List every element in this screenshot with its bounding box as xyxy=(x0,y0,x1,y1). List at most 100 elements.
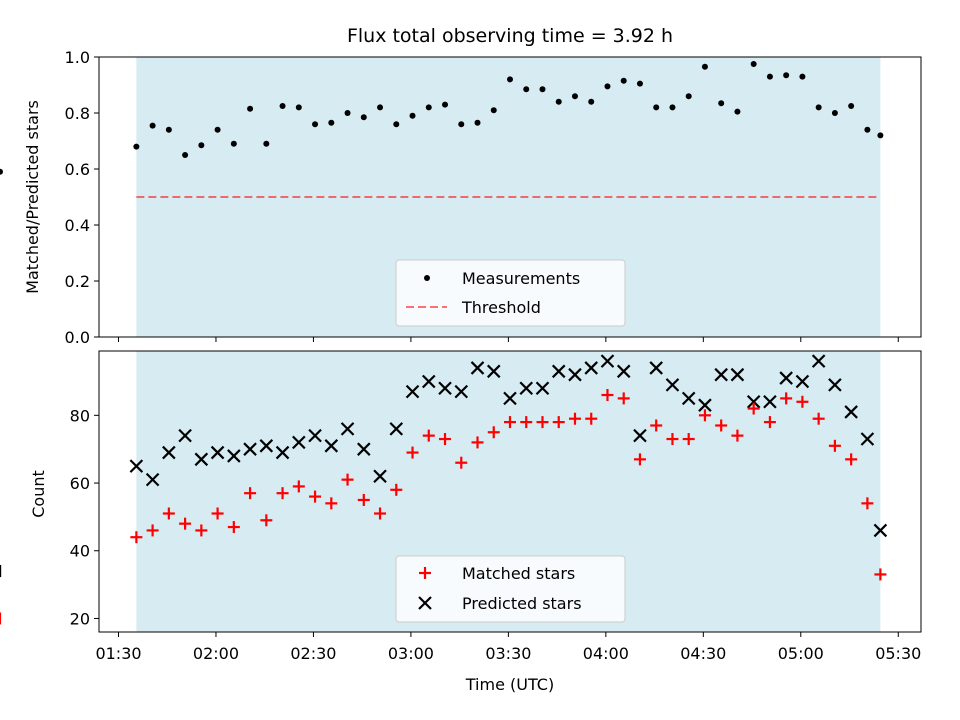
matched-star-point xyxy=(422,429,435,442)
predicted-star-point xyxy=(714,367,728,382)
measurement-point xyxy=(877,132,884,139)
x-stroke xyxy=(568,367,582,382)
measurement-point xyxy=(425,104,432,111)
top-legend-box xyxy=(395,259,626,327)
measurement-point xyxy=(474,119,481,126)
top-y-tick-label: 0.4 xyxy=(65,216,90,235)
predicted-star-point xyxy=(421,374,436,389)
matched-star-point xyxy=(536,416,549,429)
measurement-point xyxy=(409,112,416,119)
predicted-star-point xyxy=(486,364,501,379)
x-stroke xyxy=(421,374,436,389)
legend-measurements-label: Measurements xyxy=(462,269,580,288)
measurement-point xyxy=(718,100,725,107)
x-stroke xyxy=(389,422,404,436)
top-y-tick-label: 0.6 xyxy=(65,160,90,179)
matched-star-point xyxy=(520,416,533,429)
predicted-star-point xyxy=(243,442,257,456)
x-stroke xyxy=(259,439,274,453)
bottom-x-axis: 01:30 02:00 02:30 03:00 03:30 04:00 04:30 05:00… xyxy=(95,632,921,663)
top-y-tick-label: 0.2 xyxy=(65,272,90,291)
chart-title: Flux total observing time = 3.92 h xyxy=(347,25,673,47)
predicted-star-point xyxy=(698,398,712,412)
measurement-point xyxy=(669,104,676,111)
predicted-star-point xyxy=(324,439,339,453)
legend-matched-label: Matched stars xyxy=(462,564,575,583)
top-y-axis-label: Matched/Predicted stars xyxy=(23,100,42,294)
measurement-point xyxy=(312,121,319,128)
x-stroke xyxy=(551,364,566,379)
bottom-x-tick-label: 03:30 xyxy=(485,644,531,663)
matched-star-point xyxy=(341,473,354,486)
predicted-star-point xyxy=(340,422,355,436)
predicted-star-point xyxy=(779,371,793,385)
x-stroke xyxy=(763,395,777,409)
predicted-star-point xyxy=(210,445,225,460)
measurement-point xyxy=(442,101,449,108)
x-stroke xyxy=(616,364,631,379)
bottom-x-tick-label: 04:30 xyxy=(680,644,726,663)
bottom-y-tick-label: 80 xyxy=(70,406,90,425)
measurement-point xyxy=(766,73,773,80)
matched-star-point xyxy=(179,517,192,530)
matched-star-point xyxy=(390,483,403,496)
x-stroke xyxy=(486,364,501,379)
legend-predicted-marker xyxy=(418,596,432,610)
matched-star-point xyxy=(374,507,387,520)
predicted-star-point xyxy=(568,367,582,382)
x-stroke xyxy=(373,469,387,484)
bottom-y-axis-label: Count xyxy=(29,470,48,518)
measurement-point xyxy=(848,103,855,109)
measurement-point xyxy=(555,98,562,105)
predicted-star-point xyxy=(454,384,469,399)
measurement-point xyxy=(653,104,660,111)
matched-star-point xyxy=(585,412,598,425)
measurement-point xyxy=(377,104,384,111)
matched-star-point xyxy=(715,419,728,432)
measurement-point xyxy=(685,93,692,100)
measurement-point xyxy=(831,110,838,116)
measurement-point xyxy=(750,61,757,67)
predicted-star-point xyxy=(844,405,858,419)
measurement-point xyxy=(523,86,530,93)
x-stroke xyxy=(418,596,432,610)
matched-star-point xyxy=(211,507,224,520)
x-stroke xyxy=(860,432,875,446)
top-axes-frame xyxy=(98,56,922,338)
measurement-point xyxy=(588,98,595,105)
predicted-star-point xyxy=(519,381,534,396)
matched-star-point xyxy=(780,392,793,405)
predicted-star-point xyxy=(308,428,322,443)
predicted-star-point xyxy=(649,361,663,375)
x-stroke xyxy=(227,449,241,463)
top-y-tick-label: 1.0 xyxy=(65,48,90,67)
measurement-point xyxy=(393,121,400,128)
x-stroke xyxy=(844,405,858,419)
x-stroke xyxy=(454,384,469,399)
legend-matched-marker xyxy=(419,567,431,579)
x-stroke xyxy=(535,381,550,396)
measurement-point xyxy=(0,168,3,175)
x-stroke xyxy=(129,459,144,473)
matched-star-point xyxy=(650,419,663,432)
matched-star-point xyxy=(146,524,159,537)
legend-x xyxy=(418,596,432,610)
predicted-star-point xyxy=(600,354,615,368)
matched-star-point xyxy=(568,412,581,425)
matched-star-point xyxy=(195,524,208,537)
measurement-point xyxy=(344,110,351,116)
matched-stars-points xyxy=(0,389,887,625)
predicted-star-point xyxy=(227,449,241,463)
matched-star-point xyxy=(731,429,744,442)
x-stroke xyxy=(698,398,712,412)
matched-star-point xyxy=(406,446,419,459)
predicted-star-point xyxy=(763,395,777,409)
x-stroke xyxy=(649,361,663,375)
measurement-point xyxy=(604,83,611,90)
measurement-point xyxy=(360,114,367,121)
matched-star-point xyxy=(504,416,516,429)
top-y-tick-label: 0.0 xyxy=(65,328,90,347)
x-stroke xyxy=(243,442,257,456)
bottom-legend: Matched stars Predicted stars xyxy=(395,555,626,623)
x-stroke xyxy=(714,367,728,382)
